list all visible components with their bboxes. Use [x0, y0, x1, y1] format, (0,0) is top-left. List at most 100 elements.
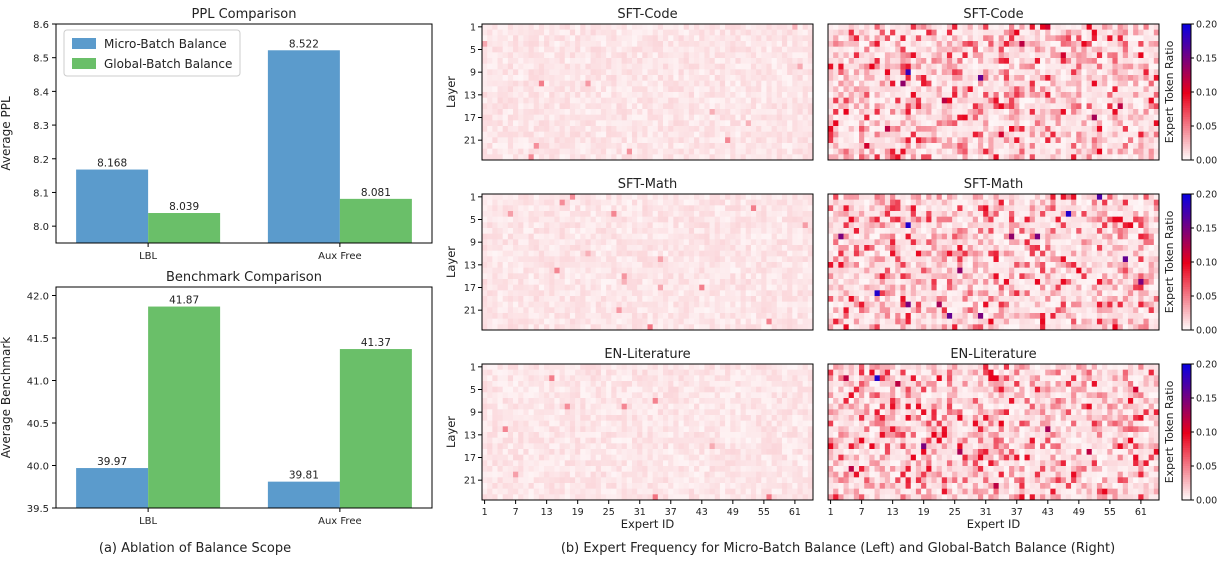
heatmap-cell	[787, 98, 793, 104]
heatmap-cell	[1019, 126, 1025, 132]
heatmap-cell	[606, 256, 612, 262]
heatmap-cell	[523, 262, 529, 268]
heatmap-cell	[622, 154, 628, 160]
heatmap-cell	[1056, 211, 1062, 217]
heatmap-cell	[565, 115, 571, 121]
heatmap-cell	[596, 69, 602, 75]
heatmap-cell	[1004, 75, 1010, 81]
heatmap-cell	[539, 279, 545, 285]
heatmap-cell	[1056, 81, 1062, 87]
heatmap-cell	[1112, 200, 1118, 206]
heatmap-cell	[766, 268, 772, 274]
heatmap-cell	[957, 35, 963, 41]
heatmap-cell	[642, 228, 648, 234]
heatmap-cell	[906, 52, 912, 58]
heatmap-cell	[1050, 126, 1056, 132]
heatmap-cell	[787, 313, 793, 319]
heatmap-cell	[622, 69, 628, 75]
heatmap-cell	[720, 194, 726, 200]
heatmap-cell	[1050, 143, 1056, 149]
heatmap-cell	[658, 296, 664, 302]
heatmap-cell	[549, 47, 555, 53]
heatmap-cell	[642, 52, 648, 58]
heatmap-cell	[890, 35, 896, 41]
heatmap-cell	[777, 30, 783, 36]
heatmap-cell	[1133, 120, 1139, 126]
heatmap-cell	[663, 205, 669, 211]
heatmap-cell	[611, 296, 617, 302]
heatmap-cell	[482, 211, 488, 217]
heatmap-cell	[658, 222, 664, 228]
heatmap-cell	[513, 81, 519, 87]
heatmap-cell	[601, 92, 607, 98]
heatmap-cell	[585, 30, 591, 36]
heatmap-cell	[575, 290, 581, 296]
heatmap-cell	[715, 285, 721, 291]
heatmap-cell	[1143, 103, 1149, 109]
heatmap-cell	[1123, 98, 1129, 104]
heatmap-cell	[746, 69, 752, 75]
heatmap-cell	[606, 200, 612, 206]
heatmap-cell	[616, 262, 622, 268]
heatmap-cell	[523, 296, 529, 302]
heatmap-cell	[803, 137, 809, 143]
heatmap-cell	[978, 200, 984, 206]
heatmap-cell	[689, 313, 695, 319]
heatmap-cell	[942, 41, 948, 47]
heatmap-cell	[689, 92, 695, 98]
heatmap-cell	[1128, 205, 1134, 211]
heatmap-cell	[668, 154, 674, 160]
heatmap-cell	[849, 47, 855, 53]
heatmap-cell	[632, 30, 638, 36]
heatmap-cell	[575, 296, 581, 302]
heatmap-cell	[534, 239, 540, 245]
heatmap-cell	[518, 251, 524, 257]
heatmap-cell	[648, 234, 654, 240]
heatmap-cell	[487, 98, 493, 104]
heatmap-cell	[1076, 64, 1082, 70]
heatmap-cell	[730, 279, 736, 285]
heatmap-cell	[585, 279, 591, 285]
heatmap-cell	[1128, 92, 1134, 98]
heatmap-cell	[529, 81, 535, 87]
heatmap-cell	[653, 256, 659, 262]
heatmap-cell	[1112, 81, 1118, 87]
heatmap-cell	[487, 290, 493, 296]
heatmap-cell	[854, 75, 860, 81]
heatmap-cell	[560, 69, 566, 75]
heatmap-cell	[978, 47, 984, 53]
heatmap-cell	[596, 64, 602, 70]
heatmap-cell	[988, 47, 994, 53]
heatmap-cell	[616, 251, 622, 257]
heatmap-cell	[782, 256, 788, 262]
heatmap-cell	[947, 52, 953, 58]
heatmap-cell	[487, 24, 493, 30]
heatmap-cell	[580, 137, 586, 143]
heatmap-cell	[715, 268, 721, 274]
heatmap-cell	[487, 200, 493, 206]
heatmap-cell	[487, 120, 493, 126]
heatmap-cell	[1138, 126, 1144, 132]
heatmap-cell	[627, 285, 633, 291]
heatmap-cell	[777, 245, 783, 251]
heatmap-cell	[689, 217, 695, 223]
heatmap-cell	[921, 52, 927, 58]
heatmap-cell	[720, 307, 726, 313]
heatmap-cell	[741, 268, 747, 274]
heatmap-cell	[725, 41, 731, 47]
heatmap-cell	[895, 194, 901, 200]
heatmap-cell	[725, 47, 731, 53]
heatmap-cell	[792, 262, 798, 268]
heatmap-cell	[1107, 137, 1113, 143]
heatmap-cell	[1061, 149, 1067, 155]
heatmap-cell	[890, 217, 896, 223]
heatmap-cell	[777, 319, 783, 325]
heatmap-cell	[482, 35, 488, 41]
heatmap-cell	[849, 126, 855, 132]
heatmap-cell	[554, 211, 560, 217]
heatmap-cell	[663, 92, 669, 98]
heatmap-cell	[580, 228, 586, 234]
heatmap-cell	[926, 120, 932, 126]
heatmap-cell	[1009, 30, 1015, 36]
heatmap-cell	[668, 86, 674, 92]
